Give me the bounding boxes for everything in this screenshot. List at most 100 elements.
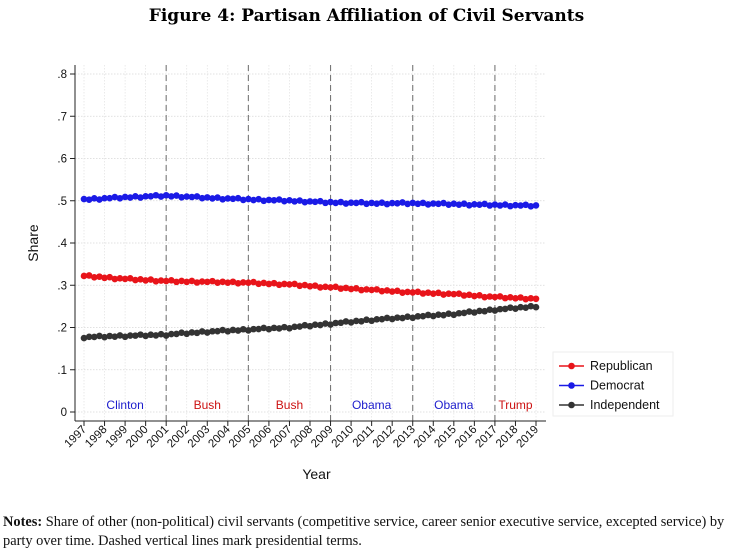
y-tick-label: .2 — [57, 323, 67, 335]
series-point — [306, 283, 314, 290]
series-point — [455, 201, 463, 208]
series-point — [388, 199, 396, 207]
series-point — [332, 283, 339, 291]
series-point — [234, 327, 242, 334]
series-point — [352, 199, 360, 207]
series-point — [363, 286, 370, 293]
series-point — [281, 280, 288, 288]
series-point — [173, 278, 180, 286]
series-point — [373, 286, 381, 293]
x-tick-label: 1997 — [63, 424, 90, 451]
series-point — [414, 200, 422, 208]
series-point — [476, 307, 483, 315]
series-point — [527, 295, 535, 302]
series-point — [106, 332, 113, 340]
series-point — [517, 303, 524, 311]
series-point — [255, 325, 262, 333]
series-point — [460, 200, 468, 208]
series-point — [388, 288, 396, 295]
x-tick-label: 2013 — [391, 424, 418, 451]
series-point — [198, 328, 206, 335]
series-point — [527, 302, 535, 310]
series-point — [173, 330, 180, 338]
series-point — [162, 191, 170, 199]
series-independent — [80, 302, 540, 342]
series-point — [142, 277, 149, 284]
series-point — [450, 200, 458, 208]
series-point — [358, 198, 365, 206]
series-point — [188, 329, 196, 336]
y-ticks: 0 .1 .2 .3 .4 .5 .6 .7 .8 — [57, 69, 75, 419]
series-point — [291, 280, 298, 288]
series-point — [85, 196, 93, 203]
term-label: Clinton — [106, 398, 143, 412]
x-axis-title: Year — [302, 466, 331, 482]
series-point — [188, 193, 196, 201]
series-point — [301, 281, 309, 289]
series-point — [152, 191, 160, 199]
series-point — [301, 321, 309, 329]
series-point — [337, 285, 345, 292]
series-point — [378, 287, 386, 295]
series-point — [157, 277, 165, 284]
series-point — [239, 279, 247, 286]
series-point — [347, 199, 355, 206]
series-point — [80, 195, 88, 203]
term-label: Bush — [194, 398, 221, 412]
series-point — [80, 334, 88, 342]
term-label: Bush — [276, 398, 303, 412]
series-point — [409, 314, 417, 322]
legend: Republican Democrat Independent — [552, 351, 674, 417]
series-democrat — [80, 191, 540, 210]
series-point — [209, 277, 216, 285]
series-point — [445, 310, 452, 318]
series-point — [193, 193, 201, 200]
series-point — [501, 201, 509, 208]
series-point — [435, 200, 442, 208]
x-tick-label: 2010 — [330, 424, 357, 451]
series-point — [522, 201, 530, 209]
series-point — [486, 306, 494, 313]
series-point — [245, 327, 252, 334]
legend-label: Independent — [590, 398, 660, 412]
series-point — [193, 329, 201, 337]
series-point — [388, 315, 396, 323]
series-point — [471, 292, 478, 300]
series-point — [260, 279, 268, 287]
series-point — [126, 275, 134, 282]
series-point — [219, 326, 226, 334]
series-point — [178, 329, 185, 337]
notes-label: Notes: — [3, 514, 43, 530]
series-point — [265, 196, 273, 204]
series-point — [137, 275, 144, 283]
series-point — [465, 291, 473, 299]
series-point — [162, 277, 170, 285]
term-labels: Clinton Bush Bush Obama Obama Trump — [106, 398, 532, 412]
x-tick-label: 2016 — [453, 424, 480, 451]
term-label: Trump — [498, 398, 533, 412]
series-point — [152, 278, 160, 285]
series-point — [291, 198, 298, 205]
series-point — [440, 291, 447, 298]
series-point — [275, 196, 283, 203]
series-point — [373, 316, 381, 323]
x-tick-label: 2018 — [494, 424, 521, 451]
series-point — [460, 292, 468, 299]
series-point — [101, 194, 108, 202]
series-point — [342, 318, 350, 325]
series-point — [214, 327, 221, 335]
x-tick-label: 2001 — [145, 424, 172, 451]
series-point — [183, 193, 191, 200]
series-point — [152, 332, 160, 339]
y-tick-label: .6 — [57, 154, 67, 166]
series-point — [198, 278, 206, 285]
series-point — [96, 273, 103, 280]
series-point — [203, 194, 211, 201]
series-point — [101, 333, 108, 341]
x-ticks: 1997199819992000200120022003200420052006… — [63, 421, 541, 451]
legend-swatch-marker — [568, 362, 575, 370]
series-point — [394, 199, 401, 207]
series-point — [517, 294, 524, 301]
series-point — [414, 313, 422, 320]
series-point — [424, 311, 432, 319]
